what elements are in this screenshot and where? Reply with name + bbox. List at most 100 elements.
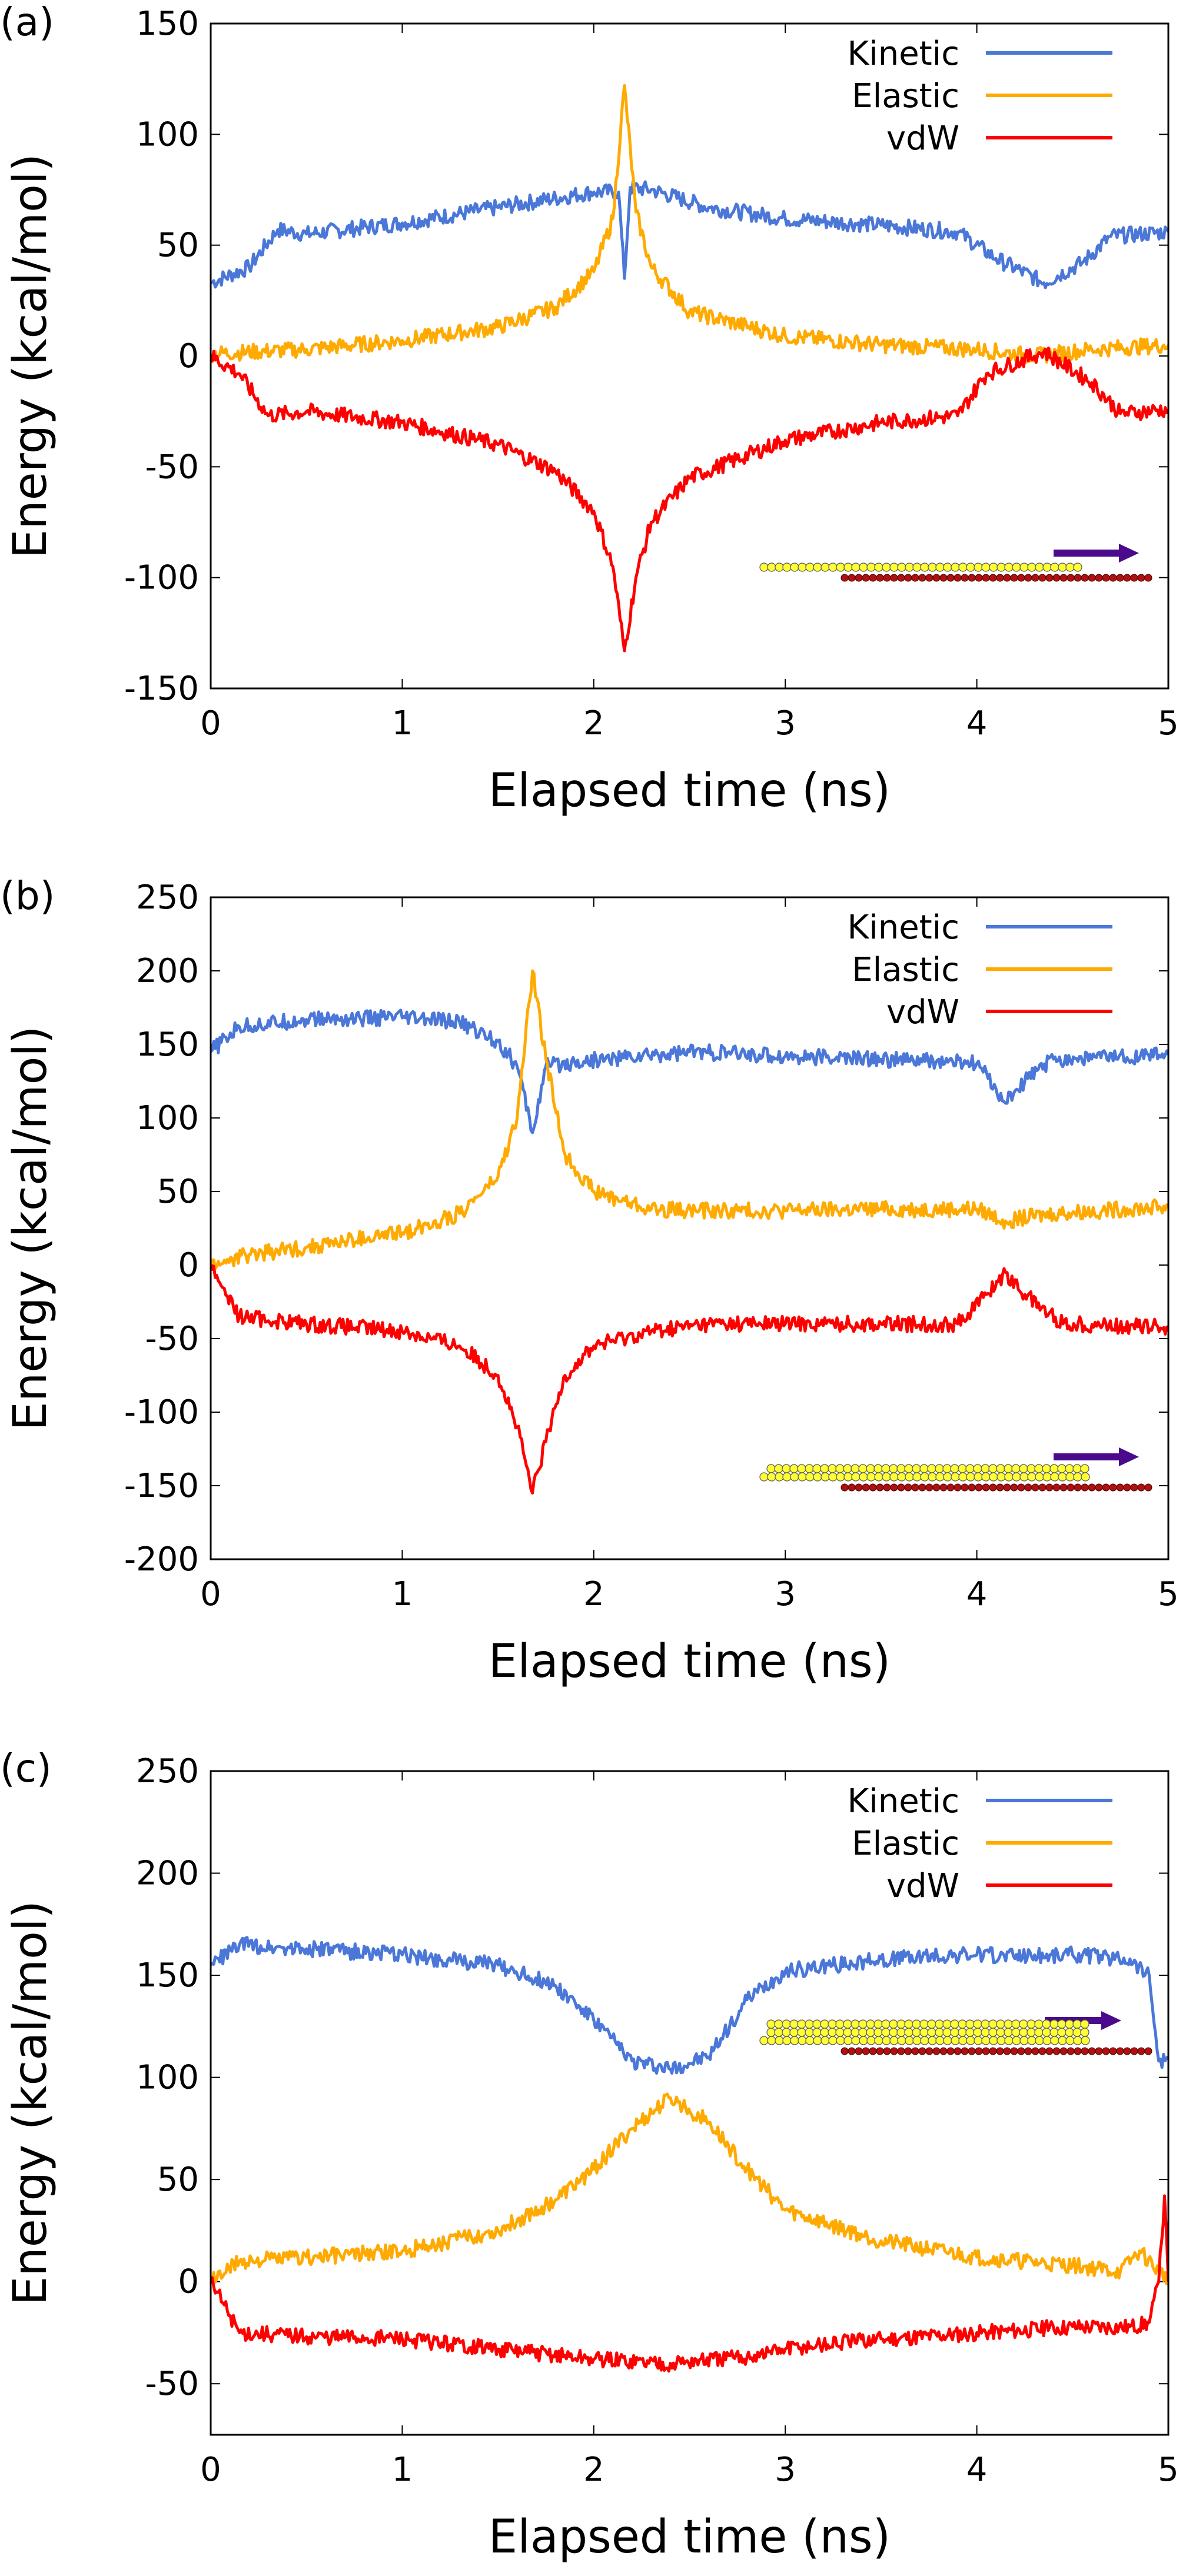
yellow-atom — [805, 2036, 815, 2045]
yellow-atom — [1004, 2019, 1013, 2029]
yellow-atom — [1073, 563, 1082, 572]
yellow-atom — [866, 1472, 876, 1482]
yellow-atom — [790, 2036, 799, 2045]
red-atom — [1109, 1483, 1117, 1492]
yellow-atom — [881, 2028, 891, 2037]
red-atom — [932, 1483, 941, 1492]
yellow-atom — [896, 2028, 906, 2037]
x-axis-title: Elapsed time (ns) — [489, 1635, 891, 1688]
red-atom — [1116, 2047, 1124, 2055]
yellow-atom — [1027, 563, 1036, 572]
yellow-atom — [996, 1472, 1006, 1482]
yellow-atom — [1072, 2028, 1082, 2037]
yellow-atom — [1004, 2028, 1013, 2037]
arrow-head — [1119, 1447, 1139, 1466]
x-tick-label: 3 — [775, 1575, 796, 1613]
chart-panel-a: (a) Energy (kcal/mol) Elapsed time (ns) -15… — [0, 0, 1179, 817]
y-tick-label: -50 — [145, 1320, 199, 1358]
yellow-atom — [1004, 1464, 1013, 1473]
red-atom — [1067, 574, 1075, 582]
yellow-atom — [950, 2028, 959, 2037]
yellow-atom — [851, 2028, 860, 2037]
yellow-atom — [1049, 2028, 1059, 2037]
red-atom — [911, 2047, 919, 2055]
red-atom — [1067, 1483, 1075, 1492]
red-atom — [954, 574, 962, 582]
yellow-atom — [828, 1472, 838, 1482]
yellow-atom — [1065, 1464, 1074, 1473]
yellow-atom — [843, 1464, 852, 1473]
x-tick-label: 1 — [392, 2451, 413, 2489]
yellow-atom — [935, 2036, 945, 2045]
yellow-atom — [1042, 2028, 1051, 2037]
yellow-atom — [1080, 2019, 1089, 2029]
red-atom — [841, 1483, 849, 1492]
red-atom — [1081, 1483, 1089, 1492]
red-atom — [1031, 574, 1039, 582]
yellow-atom — [1065, 2019, 1074, 2029]
y-tick-label: 0 — [178, 2263, 199, 2301]
yellow-atom — [1072, 2019, 1082, 2029]
yellow-atom — [812, 2028, 822, 2037]
red-atom — [996, 1483, 1004, 1492]
red-atom — [982, 2047, 990, 2055]
legend-label-kinetic: Kinetic — [847, 35, 959, 73]
yellow-atom — [973, 2019, 982, 2029]
yellow-atom — [1065, 2036, 1075, 2045]
yellow-atom — [981, 2036, 991, 2045]
yellow-atom — [1050, 1472, 1059, 1482]
y-tick-label: -50 — [145, 2365, 199, 2403]
red-atom — [1052, 2047, 1061, 2055]
yellow-atom — [988, 2019, 998, 2029]
x-tick-label: 2 — [583, 704, 604, 743]
red-atom — [1017, 574, 1025, 582]
yellow-atom — [1026, 2028, 1036, 2037]
red-atom — [968, 2047, 976, 2055]
red-atom — [1137, 1483, 1145, 1492]
yellow-atom — [851, 2036, 861, 2045]
yellow-atom — [942, 2019, 952, 2029]
yellow-atom — [989, 563, 998, 572]
yellow-atom — [943, 2036, 952, 2045]
red-atom — [932, 2047, 941, 2055]
plot-frame — [210, 1770, 1170, 2436]
red-atom — [1130, 2047, 1138, 2055]
plot-frame — [210, 896, 1170, 1560]
chart-panel-b: (b) Energy (kcal/mol) Elapsed time (ns) -20… — [0, 873, 1179, 1688]
red-atom — [848, 2047, 856, 2055]
yellow-atom — [1072, 1464, 1082, 1473]
inset-nanotube-illustration — [759, 2011, 1152, 2055]
yellow-atom — [1050, 2036, 1059, 2045]
red-atom — [975, 574, 983, 582]
red-atom — [848, 574, 856, 582]
y-tick-label: 100 — [136, 1099, 199, 1137]
yellow-atom — [927, 1464, 936, 1473]
y-axis-title: Energy (kcal/mol) — [4, 1901, 57, 2305]
yellow-atom — [951, 563, 960, 572]
yellow-atom — [988, 2028, 998, 2037]
yellow-atom — [828, 1464, 837, 1473]
yellow-atom — [1042, 2019, 1051, 2029]
red-atom — [1116, 1483, 1124, 1492]
yellow-atom — [835, 2028, 845, 2037]
red-atom — [876, 2047, 884, 2055]
y-tick-label: 100 — [136, 115, 199, 154]
x-tick-label: 2 — [583, 1575, 604, 1613]
yellow-atom — [767, 563, 776, 572]
red-atom — [869, 1483, 877, 1492]
yellow-atom — [874, 2036, 883, 2045]
yellow-atom — [966, 2036, 975, 2045]
yellow-atom — [905, 2036, 914, 2045]
x-tick-label: 3 — [775, 2451, 796, 2489]
yellow-atom — [797, 2019, 806, 2029]
red-atom — [890, 1483, 898, 1492]
red-atom — [1038, 574, 1047, 582]
yellow-atom — [919, 2019, 929, 2029]
red-atom — [1123, 2047, 1131, 2055]
yellow-atom — [904, 2028, 913, 2037]
yellow-atom — [981, 2019, 990, 2029]
yellow-atom — [951, 2036, 960, 2045]
red-atom — [1130, 574, 1138, 582]
series-line-elastic — [211, 2092, 1168, 2286]
